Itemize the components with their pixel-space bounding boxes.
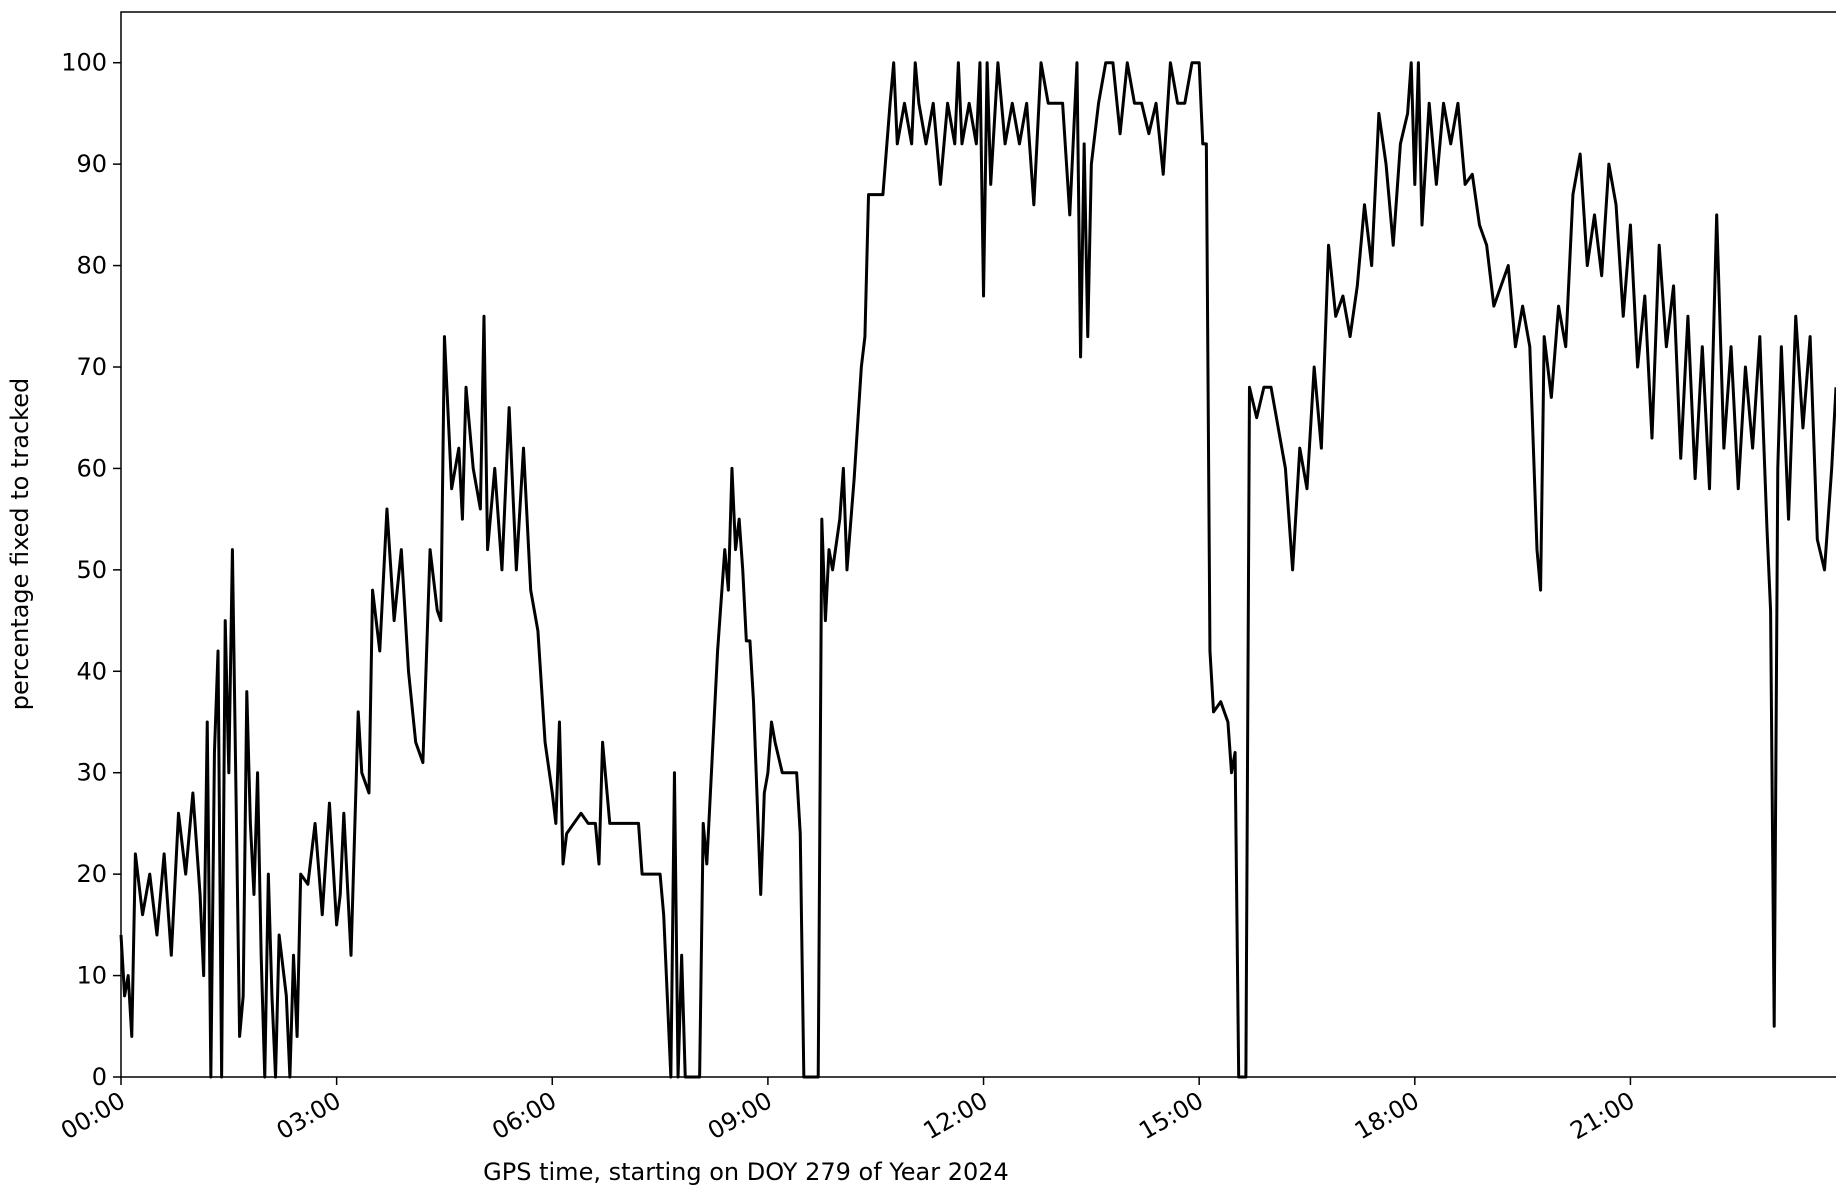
x-tick-label: 15:00 xyxy=(1134,1086,1208,1145)
y-tick-label: 90 xyxy=(76,150,107,178)
y-tick-label: 0 xyxy=(92,1063,107,1091)
x-tick-label: 00:00 xyxy=(56,1086,130,1145)
y-tick-label: 10 xyxy=(76,962,107,990)
y-tick-label: 30 xyxy=(76,759,107,787)
x-tick-label: 06:00 xyxy=(487,1086,561,1145)
y-tick-label: 80 xyxy=(76,252,107,280)
x-tick-label: 12:00 xyxy=(919,1086,993,1145)
data-line xyxy=(119,61,1836,1079)
x-tick-label: 21:00 xyxy=(1566,1086,1640,1145)
axes-frame xyxy=(120,11,1836,1078)
y-axis-label: percentage fixed to tracked xyxy=(6,378,34,710)
x-axis-label: GPS time, starting on DOY 279 of Year 20… xyxy=(483,1158,1009,1186)
y-tick-label: 20 xyxy=(76,860,107,888)
x-tick-label: 09:00 xyxy=(703,1086,777,1145)
y-tick-label: 100 xyxy=(61,49,107,77)
y-tick-label: 40 xyxy=(76,657,107,685)
x-tick-label: 03:00 xyxy=(272,1086,346,1145)
y-tick-label: 70 xyxy=(76,353,107,381)
x-tick-label: 18:00 xyxy=(1350,1086,1424,1145)
y-tick-label: 60 xyxy=(76,454,107,482)
y-tick-label: 50 xyxy=(76,556,107,584)
